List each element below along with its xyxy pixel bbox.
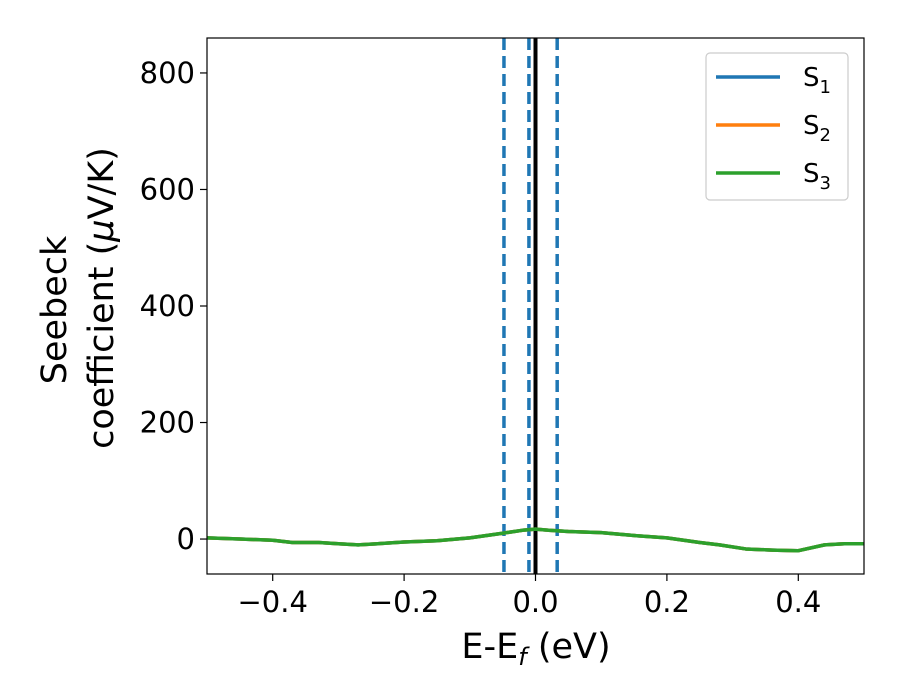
y-tick-label: 800 bbox=[140, 56, 195, 90]
legend-label: S1 bbox=[803, 63, 831, 98]
x-tick-label: −0.4 bbox=[237, 585, 307, 619]
y-axis-title: Seebeck coefficient (μV/K) bbox=[35, 147, 122, 449]
x-tick-label: 0.2 bbox=[644, 585, 690, 619]
y-tick-label: 0 bbox=[177, 522, 195, 556]
y-axis-title-mu: μ bbox=[82, 219, 122, 242]
x-axis-title-unit: (eV) bbox=[527, 627, 611, 667]
series-lines bbox=[207, 527, 864, 553]
vertical-markers bbox=[502, 38, 559, 574]
y-axis-title-line1: Seebeck bbox=[35, 235, 75, 384]
x-tick-label: 0.4 bbox=[775, 585, 821, 619]
y-tick-label: 400 bbox=[140, 289, 195, 323]
x-axis-title: E-Ef (eV) bbox=[461, 627, 610, 671]
y-axis-ticks: 0 200 400 600 800 bbox=[140, 56, 207, 556]
y-axis-title-line2: coefficient (μV/K) bbox=[82, 147, 122, 449]
y-tick-label: 200 bbox=[140, 406, 195, 440]
legend-label: S3 bbox=[803, 159, 831, 194]
y-tick-label: 600 bbox=[140, 172, 195, 206]
x-tick-label: −0.2 bbox=[369, 585, 439, 619]
x-axis-ticks: −0.4 −0.2 0.0 0.2 0.4 bbox=[237, 574, 821, 619]
series-line-s3 bbox=[207, 527, 864, 553]
x-tick-label: 0.0 bbox=[512, 585, 558, 619]
legend: S1 S2 S3 bbox=[705, 52, 849, 201]
legend-label: S2 bbox=[803, 111, 831, 146]
